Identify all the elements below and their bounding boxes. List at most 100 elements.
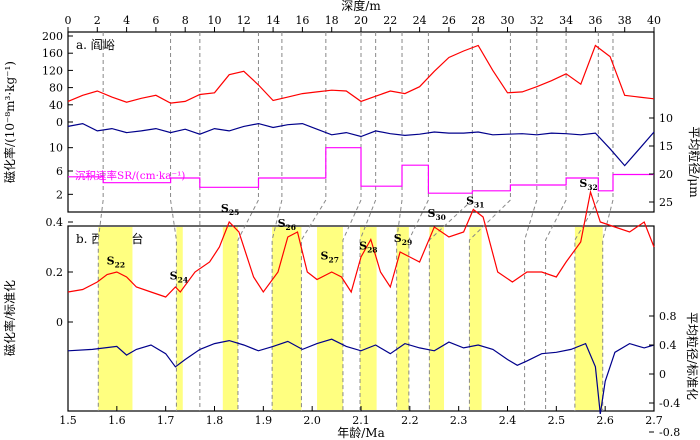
depth-axis-label: 深度/m [341, 0, 381, 13]
tie-line-13 [545, 32, 567, 411]
norm-grain-size-tick-label: -0.4 [659, 397, 680, 410]
sr-label: 沉积速率SR/(cm·ka⁻¹) [75, 169, 185, 182]
panel-a-left-axis-title: 磁化率/(10⁻⁸m³·kg⁻¹) [2, 61, 17, 183]
tie-line-4 [271, 32, 283, 411]
stage-label-S31: S31 [466, 195, 484, 210]
depth-tick-label: 34 [559, 14, 573, 27]
panel-b-left-axis-title: 磁化率/标准化 [2, 280, 17, 356]
norm-susceptibility-tick-label: 0 [56, 316, 63, 329]
age-tick-label: 2.1 [352, 414, 370, 427]
panel-b-right-axis-title: 平均粒径/标准化 [685, 312, 700, 400]
depth-tick-label: 40 [647, 14, 661, 27]
stage-subscript: 31 [474, 201, 484, 210]
panel-a-grain_size-line [67, 122, 655, 167]
tie-line-5 [300, 32, 327, 411]
depth-tick-label: 6 [152, 14, 159, 27]
highlight-band-1 [176, 227, 183, 410]
sr-tick-label: 2 [56, 188, 63, 201]
grain-size-tick-label: 25 [659, 196, 673, 209]
age-axis-label: 年龄/Ma [337, 426, 385, 440]
panel-b-grain_size-line [67, 338, 655, 414]
grain-size-tick-label: 15 [659, 140, 673, 153]
age-tick-label: 2.2 [401, 414, 419, 427]
tie-line-3 [237, 32, 259, 411]
grain-size-tick-label: 10 [659, 112, 673, 125]
tie-line-7 [359, 32, 377, 411]
data-series [67, 44, 655, 414]
highlight-band-0 [98, 227, 133, 410]
grain-size-tick-label: 20 [659, 168, 673, 181]
stage-label-S25: S25 [221, 202, 239, 217]
depth-tick-label: 0 [65, 14, 72, 27]
stage-subscript: 24 [178, 276, 188, 285]
highlight-band-5 [360, 227, 377, 410]
age-tick-label: 1.9 [255, 414, 273, 427]
tie-line-0 [97, 32, 104, 411]
depth-tick-label: 16 [295, 14, 309, 27]
tie-line-11 [468, 32, 511, 411]
depth-tick-label: 8 [182, 14, 189, 27]
stage-label-S30: S30 [427, 207, 445, 222]
depth-tick-label: 18 [325, 14, 339, 27]
highlight-band-9 [574, 227, 603, 410]
age-tick-label: 2.5 [548, 414, 566, 427]
age-tick-label: 2.3 [450, 414, 468, 427]
stage-subscript: 28 [367, 246, 377, 255]
susceptibility-tick-label: 40 [49, 99, 63, 112]
tie-line-10 [428, 32, 473, 411]
panel-a-label: a. 阎峪 [76, 38, 115, 52]
highlight-band-8 [469, 227, 482, 410]
norm-susceptibility-tick-label: 0.4 [46, 216, 64, 229]
depth-tick-label: 14 [266, 14, 280, 27]
susceptibility-tick-label: 80 [49, 82, 63, 95]
age-tick-label: 2.0 [303, 414, 321, 427]
tie-line-14 [574, 32, 599, 411]
norm-susceptibility-tick-label: 0.2 [46, 266, 64, 279]
depth-tick-label: 12 [237, 14, 251, 27]
panel-a-susceptibility-line [67, 44, 655, 104]
age-tick-label: 1.6 [108, 414, 126, 427]
panel-b-susceptibility-line [67, 189, 655, 298]
age-tick-label: 2.6 [596, 414, 614, 427]
stage-subscript: 30 [435, 213, 445, 222]
depth-tick-label: 38 [618, 14, 632, 27]
sr-tick-label: 6 [56, 165, 63, 178]
sr-tick-label: 10 [49, 142, 63, 155]
depth-tick-label: 2 [94, 14, 101, 27]
susceptibility-tick-label: 160 [42, 47, 63, 60]
age-tick-label: 2.7 [645, 414, 663, 427]
tie-line-15 [602, 32, 614, 411]
axis-ticks: 0 2 4 6 8 10 12 14 16 18 20 22 24 26 28 30 32 34 36 38 40200… [42, 14, 680, 439]
depth-tick-label: 4 [123, 14, 130, 27]
highlight-bands [98, 227, 603, 410]
highlight-band-3 [272, 227, 302, 410]
stage-label-S32: S32 [579, 177, 597, 192]
stage-subscript: 29 [402, 238, 412, 247]
tie-line-8 [396, 32, 403, 411]
highlight-band-2 [222, 227, 238, 410]
norm-grain-size-tick-label: 0.4 [659, 339, 677, 352]
panel-a-sedimentation-rate-step-line [68, 147, 654, 194]
susceptibility-tick-label: 0 [56, 116, 63, 129]
depth-tick-label: 32 [530, 14, 544, 27]
highlight-band-7 [429, 227, 445, 410]
tie-line-1 [170, 32, 177, 411]
age-tick-label: 1.7 [157, 414, 175, 427]
susceptibility-tick-label: 200 [42, 30, 63, 43]
tie-line-6 [342, 32, 362, 411]
age-tick-label: 1.8 [206, 414, 224, 427]
stage-subscript: 32 [587, 183, 597, 192]
susceptibility-tick-label: 120 [42, 64, 63, 77]
depth-tick-label: 36 [588, 14, 602, 27]
highlight-band-4 [317, 227, 343, 410]
stage-subscript: 25 [229, 208, 239, 217]
depth-tick-label: 28 [471, 14, 485, 27]
depth-tick-label: 20 [354, 14, 368, 27]
age-tick-label: 2.4 [499, 414, 517, 427]
depth-tick-label: 22 [383, 14, 397, 27]
highlight-band-6 [396, 227, 409, 410]
stage-subscript: 27 [329, 256, 339, 265]
tie-line-9 [408, 32, 429, 411]
correlation-tie-lines [97, 32, 614, 411]
